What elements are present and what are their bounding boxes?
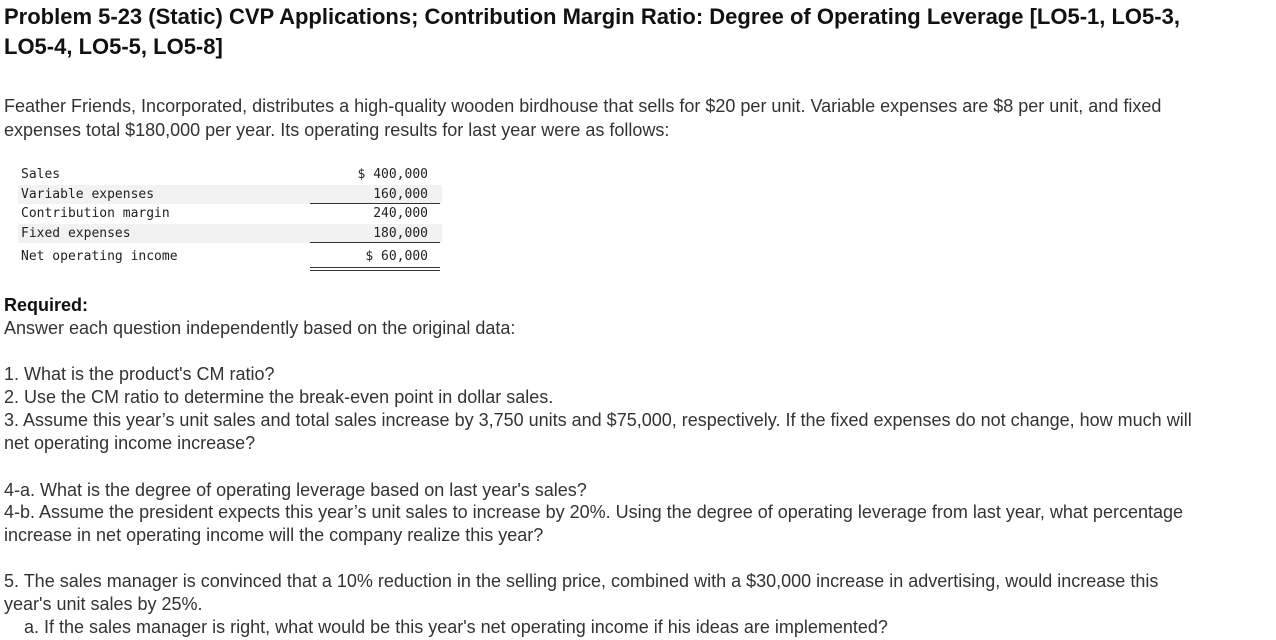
row-label-net-operating-income: Net operating income — [21, 249, 178, 264]
row-value-variable-expenses: 160,000 — [373, 186, 428, 202]
subtotal-rule — [310, 203, 440, 204]
question-2: 2. Use the CM ratio to determine the bre… — [4, 387, 554, 407]
question-5a: a. If the sales manager is right, what w… — [24, 617, 888, 637]
row-value-net-operating-income: $ 60,000 — [365, 249, 428, 264]
required-heading: Required: — [4, 295, 89, 315]
double-underline — [310, 267, 440, 271]
table-row-net-operating-income: Net operating income $ 60,000 — [18, 247, 442, 267]
table-row-sales: Sales $ 400,000 — [18, 165, 442, 185]
row-label-contribution-margin: Contribution margin — [21, 206, 170, 221]
row-label-sales: Sales — [21, 167, 61, 182]
question-4b: 4-b. Assume the president expects this y… — [4, 502, 1183, 545]
question-5: 5. The sales manager is convinced that a… — [4, 571, 1159, 614]
question-4a: 4-a. What is the degree of operating lev… — [4, 480, 587, 500]
table-row-variable-expenses: Variable expenses 160,000 — [18, 184, 442, 204]
table-row-fixed-expenses: Fixed expenses 180,000 — [18, 223, 442, 243]
problem-intro: Feather Friends, Incorporated, distribut… — [4, 96, 1162, 140]
row-value-fixed-expenses: 180,000 — [373, 225, 428, 241]
table-row-contribution-margin: Contribution margin 240,000 — [18, 204, 442, 224]
question-3: 3. Assume this year’s unit sales and tot… — [4, 410, 1192, 453]
row-label-variable-expenses: Variable expenses — [21, 186, 155, 202]
row-value-contribution-margin: 240,000 — [373, 206, 428, 221]
problem-title: Problem 5-23 (Static) CVP Applications; … — [4, 4, 1180, 59]
income-statement-table: Sales $ 400,000 Variable expenses 160,00… — [18, 165, 442, 271]
total-rule — [310, 242, 440, 243]
question-1: 1. What is the product's CM ratio? — [4, 364, 275, 384]
row-label-fixed-expenses: Fixed expenses — [21, 225, 131, 241]
required-instruction: Answer each question independently based… — [4, 318, 516, 338]
row-value-sales: $ 400,000 — [357, 167, 428, 182]
